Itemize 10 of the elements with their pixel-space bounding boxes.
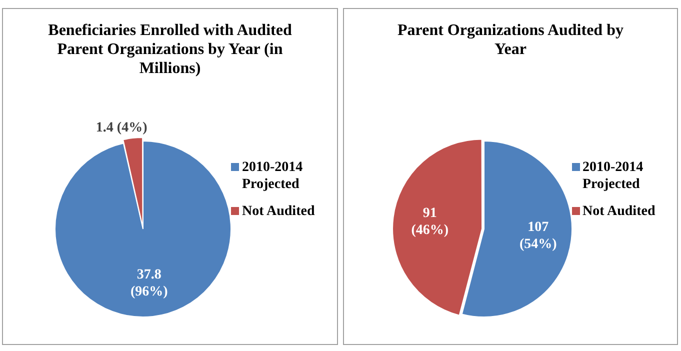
data-label: 1.4 (4%) <box>96 120 148 136</box>
chart-title: Beneficiaries Enrolled with Audited Parent Organizations by Year (in Millions) <box>47 21 293 78</box>
legend-label: 2010-2014 Projected <box>582 159 644 193</box>
chart-title: Parent Organizations Audited by Year <box>396 21 624 59</box>
legend-label: Not Audited <box>582 203 656 220</box>
legend-label: 2010-2014 Projected <box>242 159 304 193</box>
legend-label: Not Audited <box>242 203 315 220</box>
data-label: 107 (54%) <box>518 220 557 252</box>
data-label: 37.8 (96%) <box>130 267 168 300</box>
data-label: 91 (46%) <box>410 206 448 238</box>
